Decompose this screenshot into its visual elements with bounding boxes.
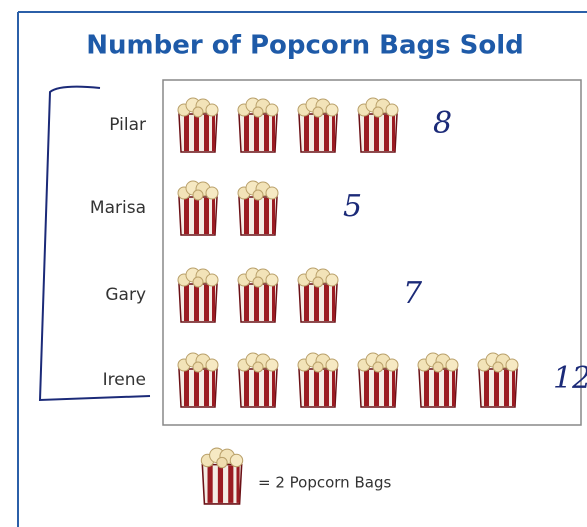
popcorn-icon — [417, 352, 459, 408]
popcorn-icon — [297, 267, 339, 323]
icon-row — [177, 267, 378, 323]
popcorn-icon — [237, 180, 279, 236]
icon-row — [177, 352, 519, 408]
handwritten-value: 12 — [553, 361, 587, 396]
popcorn-icon — [177, 97, 219, 153]
icon-row — [177, 180, 318, 236]
handwritten-bracket — [38, 85, 151, 402]
chart-frame — [162, 79, 582, 426]
category-label: Marisa — [90, 198, 146, 218]
popcorn-icon — [297, 352, 339, 408]
handwritten-value: 7 — [403, 276, 423, 311]
popcorn-icon — [357, 267, 378, 323]
popcorn-icon — [297, 180, 318, 236]
popcorn-icon — [237, 352, 279, 408]
handwritten-value: 8 — [433, 106, 452, 141]
popcorn-icon — [177, 352, 219, 408]
key-label: = 2 Popcorn Bags — [258, 474, 391, 492]
popcorn-icon — [297, 97, 339, 153]
popcorn-icon — [177, 180, 219, 236]
handwritten-value: 5 — [343, 189, 362, 224]
key-icon — [200, 447, 244, 505]
popcorn-icon — [237, 267, 279, 323]
page-border — [17, 11, 587, 527]
category-label: Gary — [105, 285, 146, 305]
category-label: Pilar — [109, 115, 146, 135]
icon-row — [177, 97, 399, 153]
popcorn-icon — [357, 352, 399, 408]
chart-title: Number of Popcorn Bags Sold — [86, 31, 524, 61]
popcorn-icon — [477, 352, 519, 408]
popcorn-icon — [177, 267, 219, 323]
popcorn-icon — [237, 97, 279, 153]
popcorn-icon — [357, 97, 399, 153]
category-label: Irene — [103, 370, 146, 390]
